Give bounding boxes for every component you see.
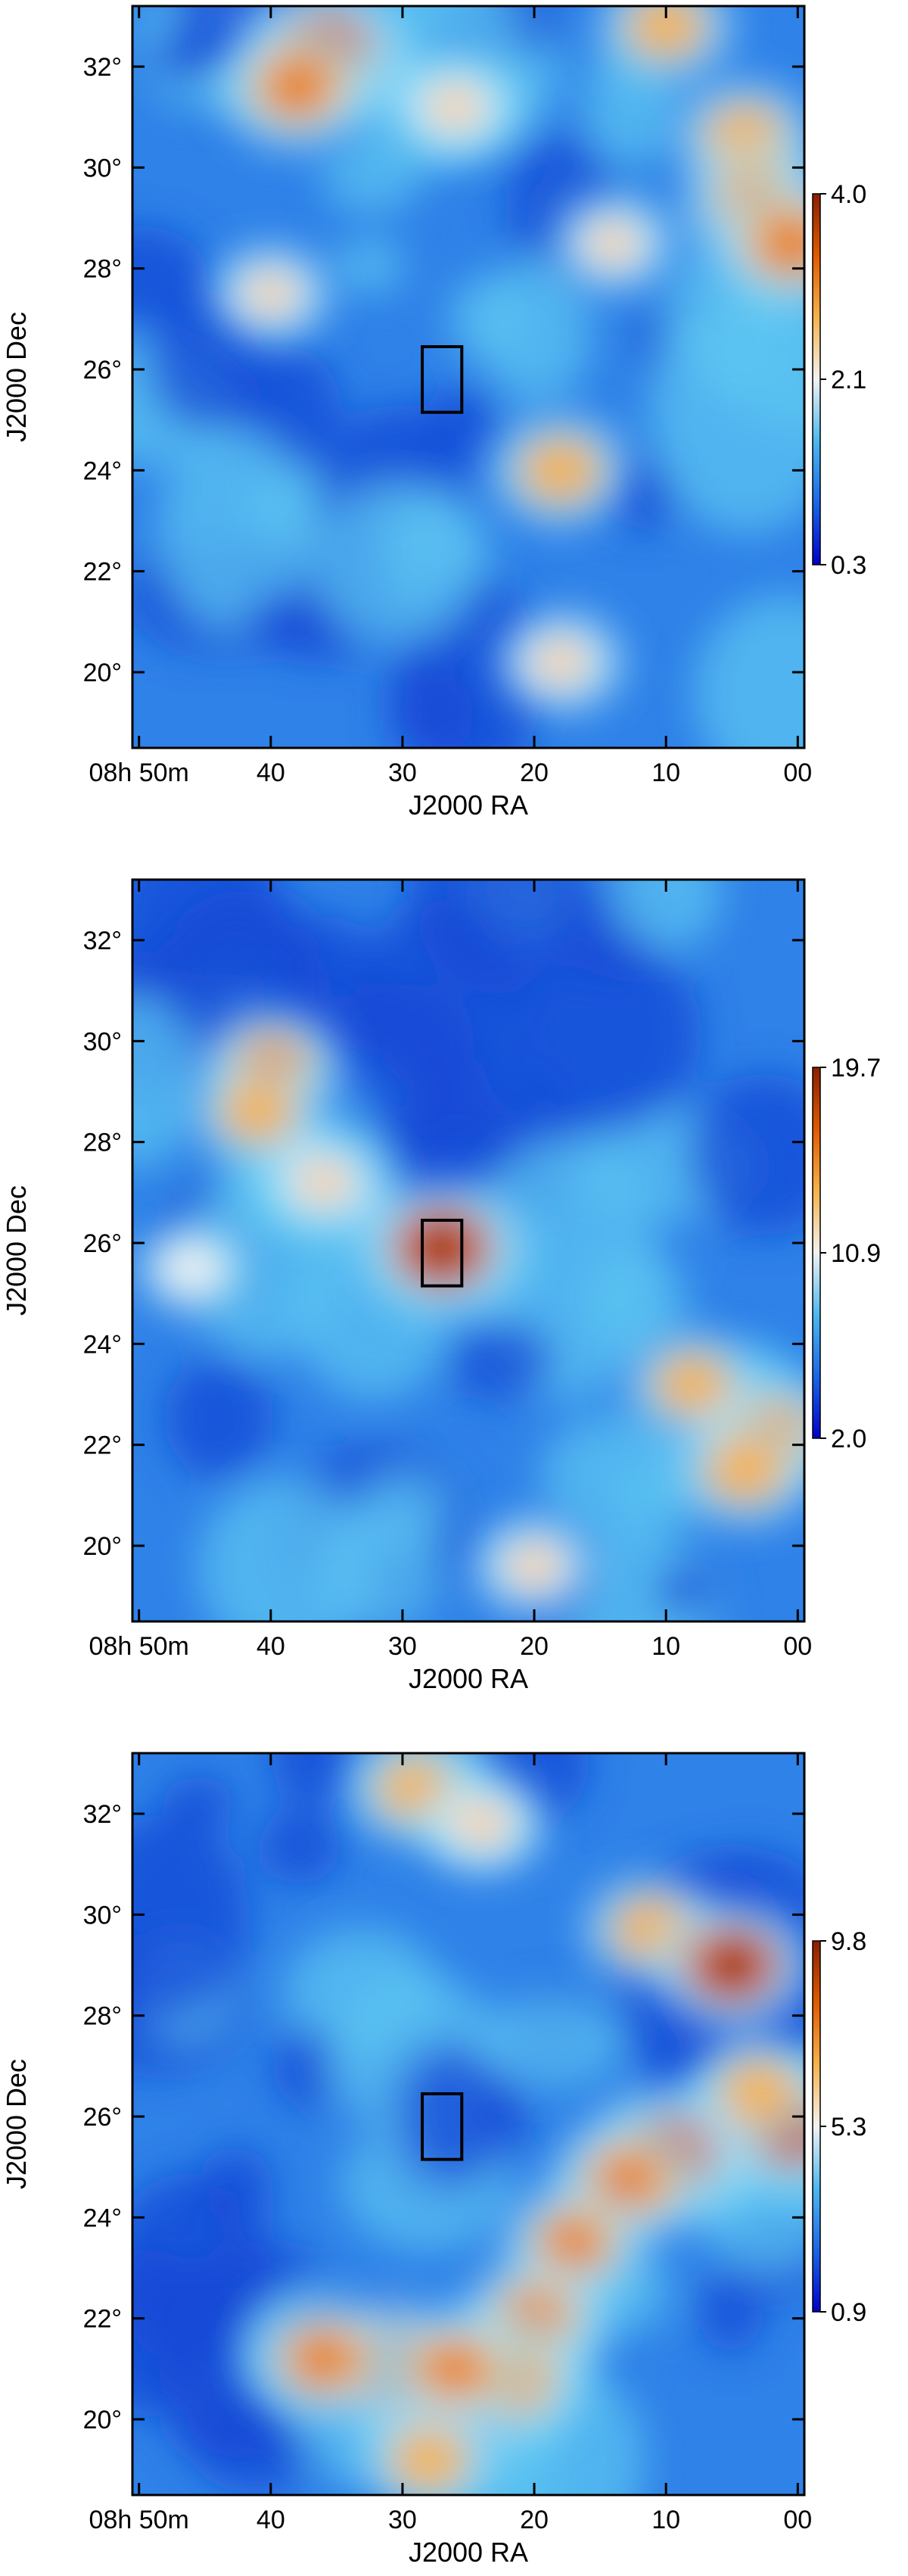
plot-frame <box>131 1752 806 2497</box>
y-tick-label: 30° <box>83 154 122 182</box>
feature-core <box>238 1094 277 1130</box>
feature-core <box>409 2441 449 2478</box>
heatmap-3 <box>132 1753 804 2495</box>
feature-core <box>304 1165 343 1200</box>
y-tick-label: 32° <box>83 927 122 955</box>
x-tick-label: 08h 50m <box>89 758 189 787</box>
feature-core <box>738 2073 779 2110</box>
plot-frame <box>131 878 806 1623</box>
feature-core <box>707 1943 756 1987</box>
x-tick-label: 30 <box>388 1632 417 1661</box>
y-axis-label: J2000 Dec <box>1 1185 32 1316</box>
x-axis-label: J2000 RA <box>409 2537 528 2568</box>
colorbar-tick-label: 0.9 <box>831 2298 866 2327</box>
y-tick-label: 20° <box>83 2406 122 2434</box>
x-tick-label: 00 <box>783 2506 812 2534</box>
panel-2: 20° 22° 24° 26° 28° 30° 32° 08h 50m 40 30 20 10 00 J2… <box>1 878 881 1694</box>
heatmap-1 <box>132 6 804 748</box>
y-tick-label: 24° <box>83 2204 122 2232</box>
colorbar-tick-label: 4.0 <box>831 180 866 209</box>
y-tick-label: 20° <box>83 1532 122 1561</box>
y-tick-label: 22° <box>83 1431 122 1460</box>
colorbar-tick-label: 2.0 <box>831 1425 866 1453</box>
x-tick-label: 40 <box>257 2506 285 2534</box>
y-tick-label: 26° <box>83 1229 122 1258</box>
colorbar-tick-label: 2.1 <box>831 366 866 394</box>
x-tick-label: 08h 50m <box>89 2506 189 2534</box>
feature-core <box>273 65 321 108</box>
feature-core <box>434 2349 477 2389</box>
x-tick-label: 00 <box>783 1632 812 1661</box>
x-tick-label: 30 <box>388 2506 417 2534</box>
feature-core <box>542 644 580 680</box>
panel-3: 20° 22° 24° 26° 28° 30° 32° 08h 50m 40 30 20 10 00 J2… <box>1 1752 866 2568</box>
feature-core <box>673 1366 712 1403</box>
y-tick-label: 22° <box>83 558 122 587</box>
y-tick-label: 30° <box>83 1027 122 1056</box>
y-tick-label: 24° <box>83 1330 122 1359</box>
y-axis-label: J2000 Dec <box>1 2059 32 2189</box>
feature-core <box>396 1770 436 1807</box>
x-tick-label: 08h 50m <box>89 1632 189 1661</box>
y-tick-label: 32° <box>83 1800 122 1829</box>
feature-core <box>175 1253 209 1284</box>
x-tick-label: 30 <box>388 758 417 787</box>
x-tick-label: 00 <box>783 758 812 787</box>
y-tick-label: 26° <box>83 2103 122 2132</box>
target-box <box>421 1219 464 1288</box>
target-box <box>421 2092 464 2161</box>
heatmap-2 <box>132 880 804 1621</box>
colorbar-tick-label: 19.7 <box>831 1054 881 1082</box>
feature-core <box>603 2161 649 2204</box>
y-tick-label: 32° <box>83 53 122 82</box>
colorbar-tick-label: 0.3 <box>831 551 866 580</box>
feature-core <box>595 227 631 260</box>
y-tick-label: 22° <box>83 2305 122 2334</box>
y-tick-label: 26° <box>83 356 122 385</box>
feature-core <box>552 2223 595 2263</box>
y-tick-label: 30° <box>83 1901 122 1930</box>
x-tick-label: 10 <box>651 1632 680 1661</box>
panel-1: 20° 22° 24° 26° 28° 30° 32° 08h 50m 40 30 20 10 00 J2… <box>1 5 866 821</box>
colorbar <box>812 1940 821 2313</box>
x-tick-label: 20 <box>520 758 549 787</box>
feature-core <box>436 89 474 125</box>
x-tick-label: 10 <box>651 2506 680 2534</box>
colorbar-tick-label: 10.9 <box>831 1239 881 1268</box>
feature-core <box>767 222 804 265</box>
feature-core <box>540 451 581 490</box>
colorbar-tick-label: 9.8 <box>831 1927 866 1956</box>
y-tick-label: 20° <box>83 659 122 687</box>
x-tick-label: 20 <box>520 2506 549 2534</box>
target-box <box>421 345 464 414</box>
colorbar-tick-label: 5.3 <box>831 2113 866 2141</box>
feature-core <box>301 2338 346 2379</box>
x-axis-label: J2000 RA <box>409 790 528 821</box>
plot-frame <box>131 5 806 749</box>
feature-core <box>645 8 686 45</box>
y-tick-label: 28° <box>83 1129 122 1157</box>
x-tick-label: 10 <box>651 758 680 787</box>
feature-core <box>724 1451 766 1489</box>
y-axis-label: J2000 Dec <box>1 312 32 442</box>
colorbar <box>812 193 821 565</box>
x-axis-label: J2000 RA <box>409 1663 528 1694</box>
x-tick-label: 20 <box>520 1632 549 1661</box>
feature-core <box>516 1549 553 1583</box>
feature-core <box>462 1806 501 1842</box>
y-tick-label: 28° <box>83 255 122 284</box>
x-tick-label: 40 <box>257 1632 285 1661</box>
feature-core <box>253 277 289 310</box>
colorbar <box>812 1067 821 1439</box>
y-tick-label: 28° <box>83 2002 122 2031</box>
feature-core <box>417 1225 468 1271</box>
y-tick-label: 24° <box>83 456 122 485</box>
x-tick-label: 40 <box>257 758 285 787</box>
